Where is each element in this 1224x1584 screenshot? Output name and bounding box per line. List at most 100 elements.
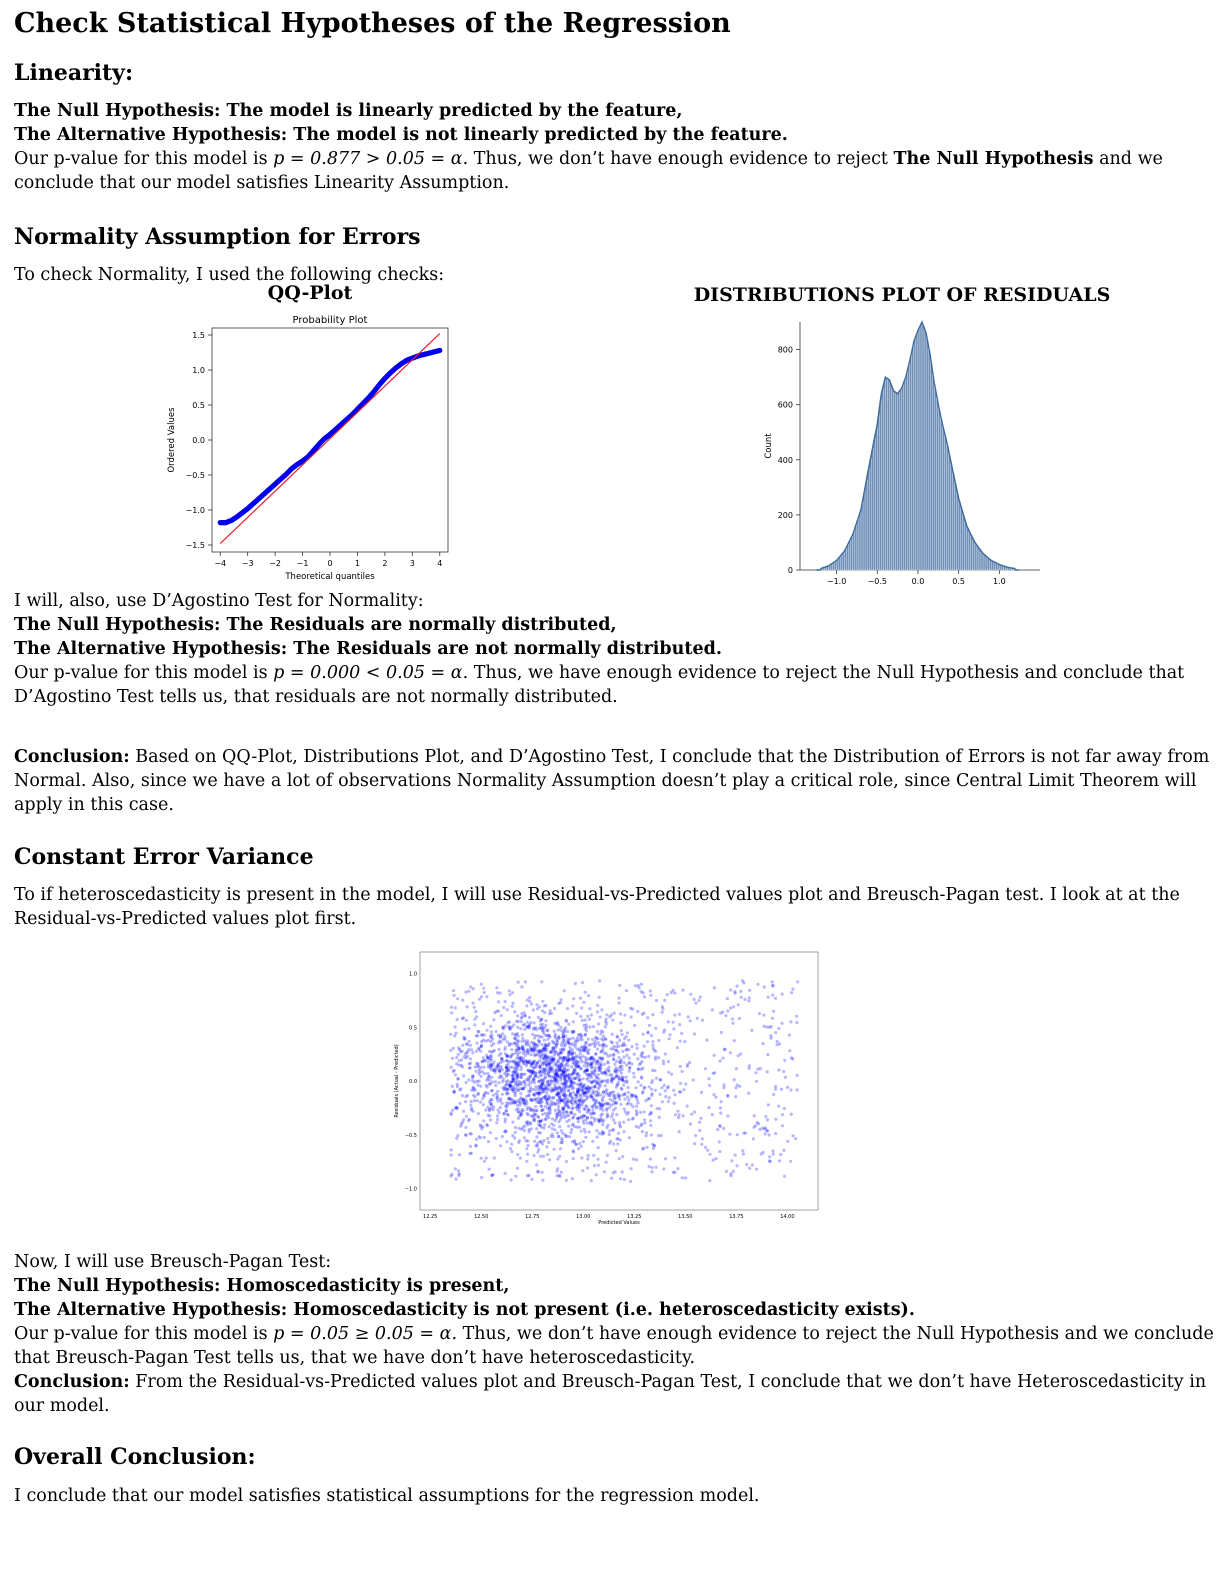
scatter-point — [662, 1062, 666, 1066]
scatter-point — [566, 1075, 570, 1079]
scatter-point — [591, 1139, 595, 1143]
scatter-point — [536, 1096, 540, 1100]
scatter-point — [552, 1087, 556, 1091]
scatter-point — [671, 1170, 675, 1174]
overall-heading: Overall Conclusion: — [14, 1444, 256, 1470]
scatter-point — [584, 1091, 588, 1095]
scatter-point — [678, 1090, 682, 1094]
scatter-point — [481, 1097, 485, 1101]
scatter-point — [486, 1056, 490, 1060]
hist-bar — [838, 556, 841, 571]
scatter-point — [545, 1098, 549, 1102]
scatter-point — [547, 1105, 551, 1109]
scatter-point — [519, 1083, 523, 1087]
scatter-point — [509, 1042, 513, 1046]
scatter-point — [585, 1087, 589, 1092]
scatter-point — [563, 1133, 567, 1137]
scatter-point — [610, 1076, 614, 1080]
scatter-point — [539, 1027, 543, 1031]
scatter-point — [590, 1111, 594, 1115]
scatter-point — [747, 1066, 751, 1070]
scatter-point — [455, 1055, 459, 1060]
scatter-point — [506, 1082, 510, 1086]
scatter-point — [528, 1069, 532, 1073]
scatter-point — [752, 1114, 756, 1118]
scatter-point — [494, 1065, 498, 1069]
scatter-point — [489, 1062, 493, 1066]
scatter-point — [750, 1028, 754, 1032]
scatter-point — [599, 1056, 604, 1060]
scatter-point — [563, 1070, 568, 1074]
scatter-point — [632, 1075, 636, 1079]
scatter-point — [576, 1075, 580, 1079]
scatter-point — [554, 1050, 559, 1054]
scatter-point — [513, 1101, 517, 1105]
scatter-point — [499, 1144, 503, 1148]
scatter-point — [515, 1088, 519, 1092]
scatter-point — [646, 1016, 650, 1020]
scatter-point — [565, 1085, 569, 1089]
hist-bar — [944, 436, 947, 571]
scatter-point — [698, 1128, 702, 1133]
scatter-point — [616, 1142, 620, 1146]
scatter-point — [529, 1069, 533, 1073]
scatter-point — [527, 1026, 531, 1030]
qq-y-tick-label: 1.0 — [192, 366, 205, 375]
scatter-point — [557, 1173, 561, 1178]
scatter-point — [536, 1043, 540, 1047]
scatter-point — [631, 1094, 635, 1098]
scatter-point — [532, 1093, 537, 1097]
scatter-point — [555, 1043, 559, 1047]
scatter-point — [515, 1061, 519, 1065]
scatter-point — [672, 1088, 676, 1092]
scatter-point — [605, 1153, 609, 1157]
scatter-point — [569, 1080, 573, 1085]
scatter-point — [516, 1098, 520, 1102]
scatter-point — [512, 1087, 516, 1091]
scatter-point — [509, 1059, 513, 1063]
scatter-point — [736, 1054, 740, 1058]
scatter-point — [729, 1172, 733, 1176]
scatter-point — [538, 1070, 542, 1074]
scatter-point — [596, 1094, 600, 1098]
scatter-point — [558, 1057, 562, 1061]
scatter-point — [540, 1060, 544, 1064]
scatter-point — [544, 1063, 549, 1067]
scatter-point — [760, 1126, 764, 1130]
scatter-point — [566, 1056, 570, 1060]
scatter-point — [485, 1056, 490, 1060]
scatter-point — [516, 1075, 520, 1079]
scatter-point — [527, 1094, 531, 1098]
scatter-point — [551, 1057, 555, 1061]
scatter-point — [660, 1086, 664, 1090]
scatter-point — [538, 1123, 542, 1127]
scatter-point — [521, 1056, 526, 1060]
hist-bar — [871, 449, 874, 571]
scatter-point — [689, 992, 693, 996]
scatter-point — [513, 1062, 517, 1066]
scatter-point — [517, 1060, 521, 1064]
scatter-point — [649, 993, 653, 997]
scatter-point — [791, 1134, 795, 1138]
scatter-point — [555, 1131, 560, 1135]
scatter-point — [499, 1051, 503, 1056]
hist-bar — [948, 454, 951, 571]
scatter-point — [733, 991, 737, 995]
hist-bar — [897, 392, 900, 571]
scatter-point — [498, 1074, 502, 1078]
scatter-point — [762, 1024, 766, 1028]
scatter-point — [542, 1096, 546, 1100]
scatter-point — [543, 1087, 547, 1091]
scatter-point — [601, 1108, 605, 1112]
scatter-point — [636, 984, 640, 988]
linearity-body: The Null Hypothesis: The model is linear… — [14, 99, 1198, 195]
scatter-point — [480, 1033, 485, 1037]
scatter-point — [718, 1149, 722, 1154]
scatter-point — [592, 1079, 596, 1083]
scatter-point — [663, 1089, 667, 1093]
scatter-point — [491, 1093, 496, 1097]
hist-bar — [911, 345, 915, 571]
scatter-point — [586, 1095, 590, 1099]
scatter-point — [641, 1055, 645, 1059]
scatter-point — [558, 1048, 562, 1052]
